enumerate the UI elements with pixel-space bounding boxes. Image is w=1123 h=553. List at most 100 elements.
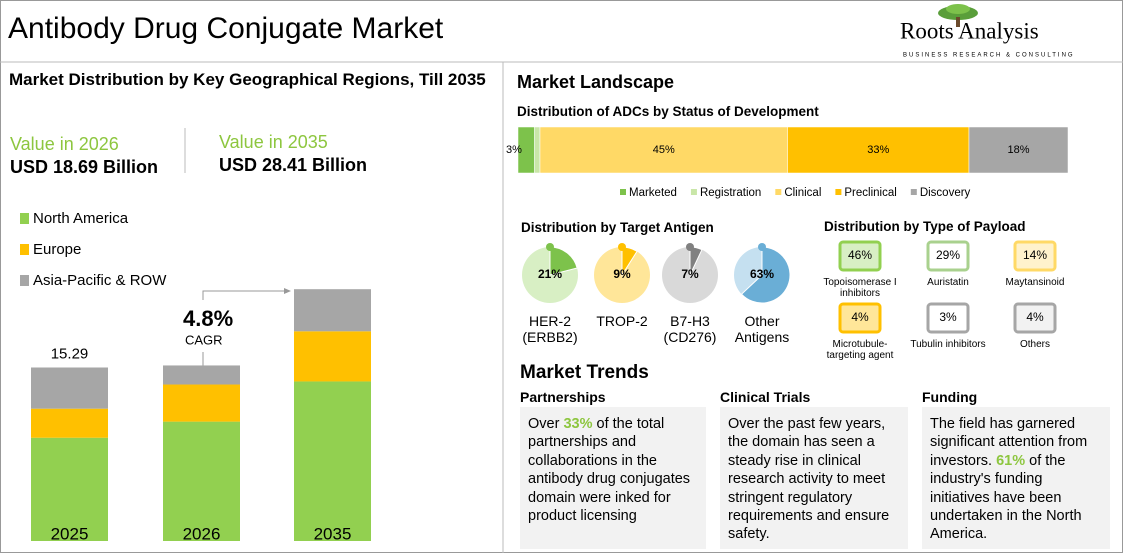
payload-label: Microtubule-targeting agent	[826, 339, 894, 361]
legend-swatch	[835, 189, 842, 195]
section-heading: Market Landscape	[517, 72, 675, 92]
trend-text: Over the past few years, the domain has …	[728, 416, 890, 543]
value-label: 45%	[653, 144, 675, 156]
trend-box: The field has garnered significant atten…	[922, 407, 1110, 549]
cagr-value: 4.8%	[183, 306, 233, 331]
legend-label: Preclinical	[844, 187, 896, 199]
kpi-label: Value in 2035	[219, 132, 328, 152]
value-label: 3%	[506, 144, 522, 156]
category-label: TROP-2	[596, 313, 648, 329]
bar-segment	[294, 289, 371, 332]
category-label: HER-2 (ERBB2)	[522, 313, 578, 345]
legend-swatch	[910, 189, 917, 195]
payload-label: Maytansinoid	[1005, 277, 1065, 288]
bar-segment	[787, 126, 970, 174]
pie-marker	[546, 243, 554, 251]
chart-title: Distribution by Target Antigen	[521, 220, 714, 235]
logo: Roots Analysis	[900, 18, 1039, 43]
chart-title: Distribution of ADCs by Status of Develo…	[517, 104, 819, 119]
x-tick-label: 2026	[183, 524, 221, 543]
payload-box	[838, 302, 882, 334]
pie-marker	[618, 243, 626, 251]
trend-heading: Funding	[922, 389, 978, 405]
value-label: 9%	[613, 267, 631, 281]
section-heading: Market Trends	[520, 362, 649, 383]
category-label: B7-H3 (CD276)	[663, 313, 717, 345]
x-tick-label: 2025	[51, 524, 89, 543]
cagr-label: CAGR	[185, 332, 223, 347]
pie-marker	[686, 243, 694, 251]
payload-box	[1013, 240, 1057, 272]
logo-tagline: BUSINESS RESEARCH & CONSULTING	[903, 53, 1075, 59]
payload-box	[1013, 302, 1057, 334]
total-label: 15.29	[51, 345, 89, 362]
legend-label: Marketed	[629, 187, 677, 199]
trend-box: Over 33% of the total partnerships and c…	[520, 407, 706, 549]
value-label: 63%	[750, 267, 774, 281]
legend-swatch	[20, 244, 29, 255]
legend-swatch	[620, 189, 626, 195]
kpi-value: USD 28.41 Billion	[219, 155, 368, 175]
page-title: Antibody Drug Conjugate Market	[8, 12, 444, 45]
bar-segment	[31, 408, 108, 438]
payload-value: 3%	[939, 310, 957, 324]
payload-value: 4%	[1026, 310, 1044, 324]
bar-segment	[163, 365, 240, 385]
trend-heading: Clinical Trials	[720, 389, 811, 405]
bar-segment	[31, 367, 108, 409]
category-label: Other Antigens	[734, 313, 790, 345]
trend-text: 61%	[996, 452, 1026, 469]
bar-segment	[539, 126, 788, 174]
logo-tree	[938, 4, 978, 27]
trend-text: of the industry's funding initiatives ha…	[930, 452, 1082, 543]
section-heading: Market Distribution by Key Geographical …	[9, 70, 486, 89]
trend-text: Over	[528, 416, 564, 432]
payload-label: Tubulin inhibitors	[910, 339, 986, 350]
kpi-value: USD 18.69 Billion	[10, 157, 159, 177]
bar-segment	[968, 126, 1069, 174]
trend-heading: Partnerships	[520, 389, 606, 405]
payload-value: 14%	[1023, 248, 1047, 262]
legend-label: Registration	[700, 187, 761, 199]
legend-swatch	[20, 213, 29, 224]
legend-label: North America	[33, 210, 129, 227]
pie-marker	[758, 243, 766, 251]
trend-text: of the total partnerships and collaborat…	[528, 416, 691, 525]
value-label: 33%	[867, 144, 889, 156]
legend-swatch	[690, 189, 697, 195]
trend-box: Over the past few years, the domain has …	[720, 407, 908, 549]
chart-title: Distribution by Type of Payload	[824, 219, 1026, 234]
bar-segment	[163, 421, 240, 541]
payload-value: 46%	[848, 248, 872, 262]
legend-swatch	[20, 275, 29, 286]
payload-value: 4%	[851, 310, 869, 324]
payload-label: Auristatin	[927, 277, 969, 288]
value-label: 21%	[538, 267, 562, 281]
x-tick-label: 2035	[314, 524, 352, 543]
payload-box	[926, 302, 970, 334]
pie-slice	[740, 246, 791, 304]
legend-label: Clinical	[784, 187, 821, 199]
kpi-label: Value in 2026	[10, 134, 119, 154]
payload-label: Others	[1019, 339, 1050, 350]
cagr-arrowhead	[284, 288, 291, 294]
bar-segment	[294, 331, 371, 382]
legend-label: Europe	[33, 241, 81, 258]
payload-label: Topoisomerase I inhibitors	[823, 277, 897, 299]
cagr-arrow	[202, 290, 285, 300]
payload-box	[838, 240, 882, 272]
legend-label: Asia-Pacific & ROW	[33, 272, 167, 289]
value-label: 18%	[1007, 144, 1029, 156]
bar-segment	[163, 384, 240, 422]
bar-segment	[31, 437, 108, 541]
legend-label: Discovery	[920, 187, 971, 199]
trend-text: The field has garnered significant atten…	[930, 416, 1088, 469]
payload-value: 29%	[936, 248, 960, 262]
payload-box	[926, 240, 970, 272]
legend-swatch	[775, 189, 782, 195]
value-label: 7%	[681, 267, 699, 281]
bar-segment	[294, 381, 371, 541]
trend-text: 33%	[563, 416, 593, 432]
